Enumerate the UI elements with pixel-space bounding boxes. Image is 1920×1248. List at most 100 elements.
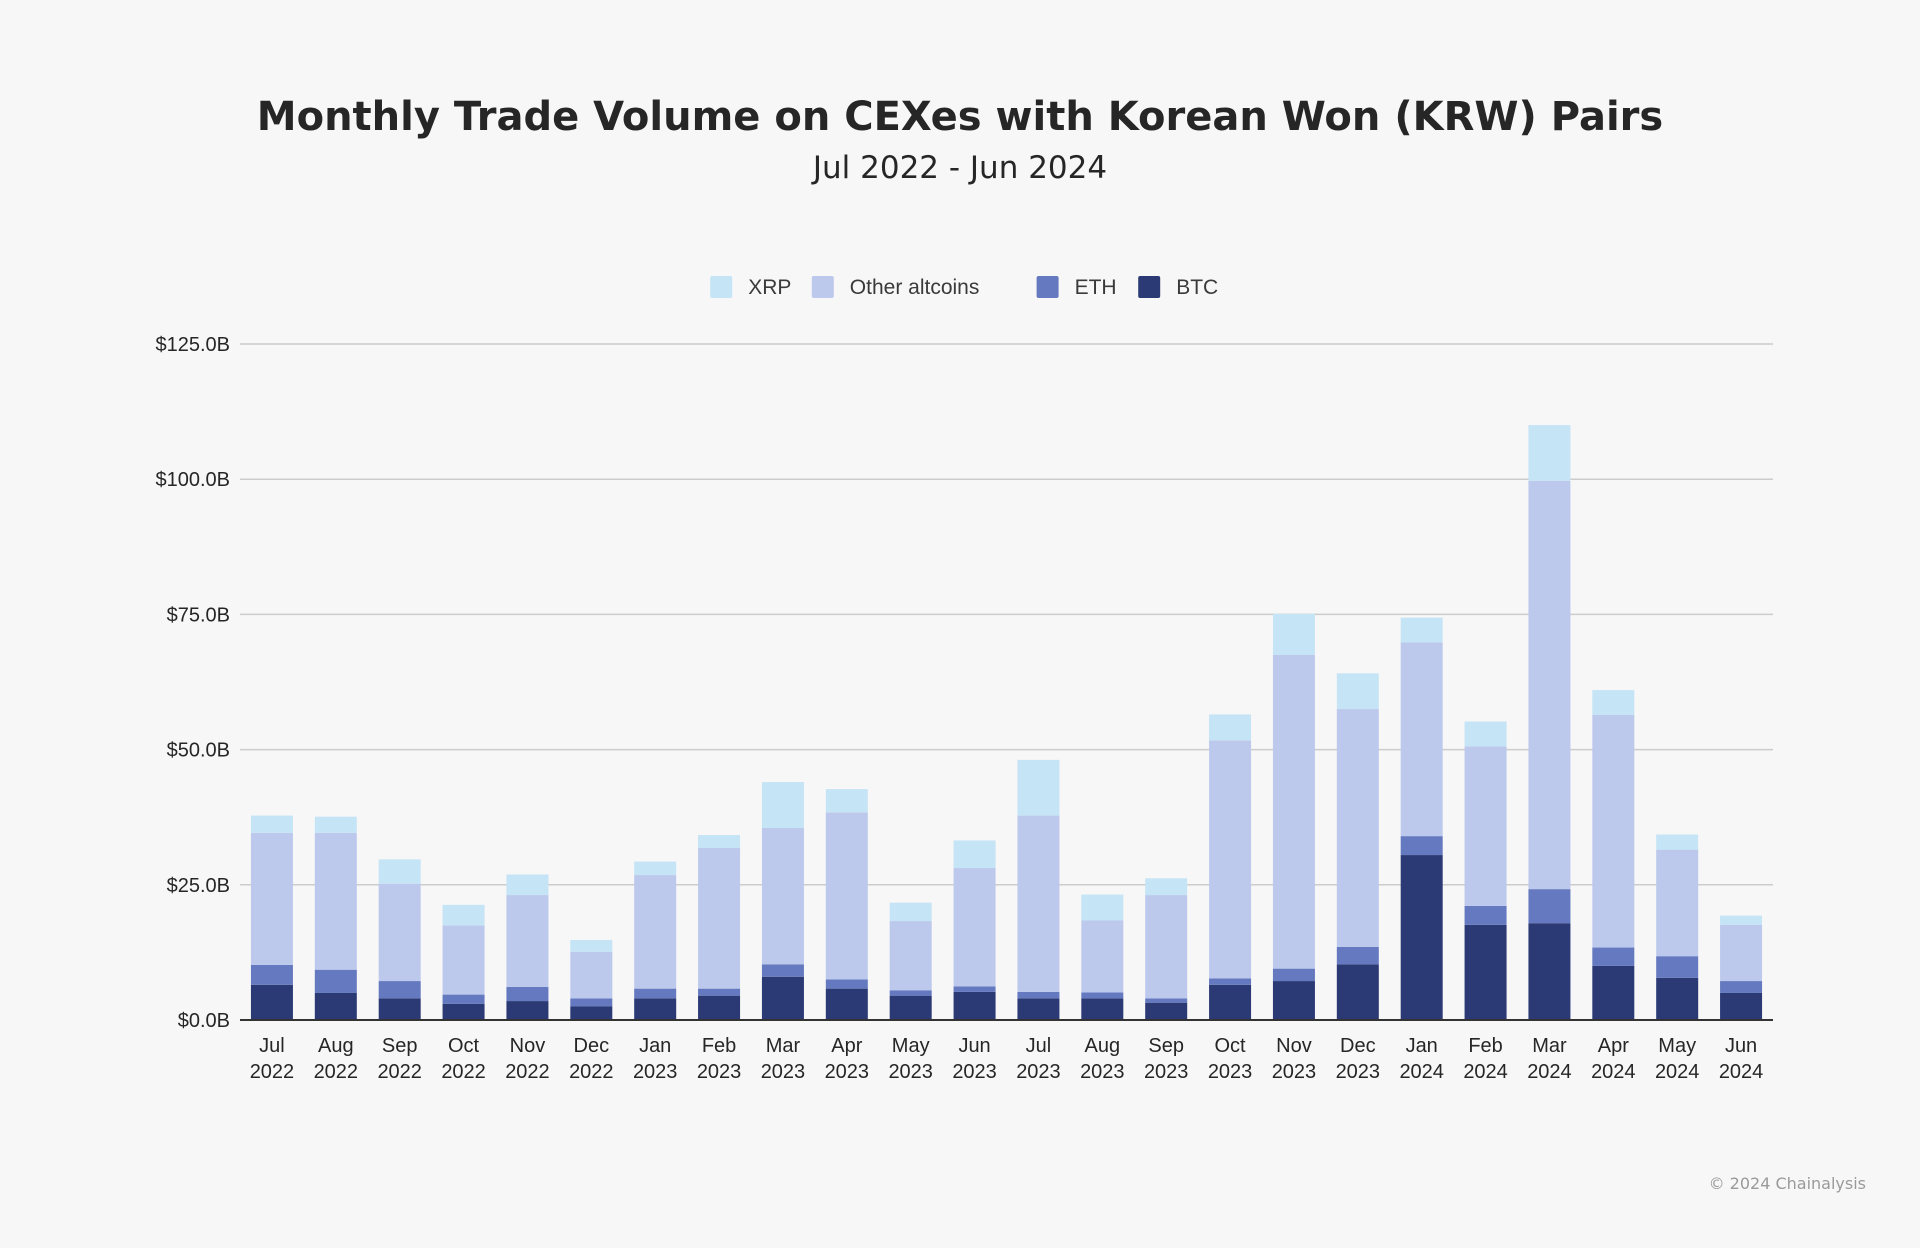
bar-segment-other-altcoins	[953, 868, 996, 987]
bar-segment-xrp	[506, 874, 549, 896]
bar-segment-btc	[378, 998, 421, 1020]
bar-segment-eth	[1592, 947, 1635, 966]
bar-stack	[1720, 915, 1763, 1020]
bar-stack	[1017, 759, 1060, 1020]
bar-segment-eth	[1336, 946, 1379, 965]
bar-segment-xrp	[378, 859, 421, 884]
bar-stack	[1336, 673, 1379, 1020]
bar-segment-xrp	[698, 835, 741, 849]
bar-stack	[761, 782, 804, 1020]
bar-segment-eth	[698, 988, 741, 996]
bar-segment-btc	[1081, 998, 1124, 1020]
x-tick-label-year: 2024	[1463, 1061, 1508, 1083]
x-tick-label-year: 2023	[888, 1061, 933, 1083]
bar-stack	[314, 816, 357, 1020]
bar-segment-btc	[250, 984, 293, 1020]
bar-segment-btc	[1528, 923, 1571, 1020]
bar-segment-btc	[889, 995, 932, 1020]
bar-stack	[698, 835, 741, 1020]
bar-segment-xrp	[761, 782, 804, 829]
y-tick-label: $0.0B	[178, 1010, 230, 1032]
legend-swatch	[710, 276, 733, 298]
chart-title: Monthly Trade Volume on CEXes with Korea…	[256, 94, 1664, 140]
bar-stack	[825, 789, 868, 1020]
bar-segment-eth	[378, 981, 421, 999]
bar-stack	[1081, 894, 1124, 1020]
y-tick-label: $100.0B	[155, 469, 230, 491]
x-tick-label-month: Apr	[1598, 1035, 1629, 1057]
bar-segment-other-altcoins	[1145, 895, 1188, 999]
bar-segment-xrp	[1528, 425, 1571, 481]
bar-segment-btc	[825, 988, 868, 1020]
x-tick-label-year: 2024	[1719, 1061, 1764, 1083]
bar-segment-xrp	[1336, 673, 1379, 710]
bar-stack	[889, 902, 932, 1020]
bar-stack	[1592, 690, 1635, 1020]
x-tick-label-month: Oct	[1215, 1035, 1247, 1057]
bar-segment-other-altcoins	[1720, 924, 1763, 982]
x-tick-label-year: 2023	[825, 1061, 870, 1083]
x-tick-label-month: Apr	[831, 1035, 862, 1057]
bar-segment-other-altcoins	[506, 895, 549, 988]
bar-segment-other-altcoins	[314, 832, 357, 970]
bar-segment-other-altcoins	[761, 828, 804, 965]
bar-segment-other-altcoins	[1656, 849, 1699, 957]
legend-label: Other altcoins	[850, 276, 980, 299]
x-tick-label-month: Jan	[1406, 1035, 1438, 1057]
bar-segment-btc	[1720, 992, 1763, 1020]
bar-stack	[1464, 721, 1507, 1020]
bar-segment-other-altcoins	[1528, 480, 1571, 890]
bar-segment-btc	[634, 998, 677, 1020]
legend-swatch	[811, 276, 834, 298]
bar-segment-xrp	[314, 816, 357, 833]
bar-segment-other-altcoins	[1592, 714, 1635, 948]
x-tick-label-year: 2022	[441, 1061, 486, 1083]
y-tick-label: $75.0B	[167, 604, 230, 626]
bar-segment-other-altcoins	[442, 925, 485, 995]
x-tick-label-month: Sep	[1148, 1035, 1184, 1057]
x-tick-label-year: 2023	[1016, 1061, 1061, 1083]
x-tick-label-month: Jul	[1026, 1035, 1052, 1057]
bar-segment-eth	[250, 964, 293, 985]
bar-stack	[250, 815, 293, 1020]
bar-segment-eth	[442, 994, 485, 1004]
bar-segment-btc	[1592, 965, 1635, 1020]
bar-segment-other-altcoins	[634, 875, 677, 989]
bar-segment-eth	[761, 964, 804, 977]
bar-segment-eth	[825, 979, 868, 989]
bar-segment-other-altcoins	[1081, 920, 1124, 993]
x-tick-label-year: 2023	[952, 1061, 997, 1083]
x-tick-label-month: Jul	[259, 1035, 285, 1057]
x-tick-label-month: May	[892, 1035, 930, 1057]
bar-segment-other-altcoins	[1272, 654, 1315, 969]
x-tick-label-year: 2023	[1272, 1061, 1317, 1083]
bar-stack	[953, 840, 996, 1020]
bar-segment-btc	[761, 976, 804, 1020]
bar-segment-xrp	[1592, 690, 1635, 715]
legend-item: XRP	[710, 276, 791, 299]
x-tick-label-year: 2023	[1336, 1061, 1381, 1083]
x-tick-label-year: 2023	[761, 1061, 806, 1083]
bar-segment-btc	[1209, 984, 1252, 1020]
bar-segment-other-altcoins	[1400, 642, 1443, 837]
copyright-footer: © 2024 Chainalysis	[1708, 1174, 1866, 1193]
bar-segment-btc	[1656, 977, 1699, 1020]
bar-segment-btc	[506, 1001, 549, 1020]
x-axis: Jul 2022 Aug 2022 Sep 2022 Oct 2022 Nov 2022 Dec 20…	[240, 1019, 1773, 1083]
x-tick-label-month: Jan	[639, 1035, 671, 1057]
x-tick-label-year: 2022	[377, 1061, 422, 1083]
bar-segment-eth	[1464, 905, 1507, 925]
bar-segment-btc	[1400, 855, 1443, 1020]
bar-segment-eth	[1209, 978, 1252, 985]
bar-segment-other-altcoins	[1209, 740, 1252, 979]
bar-segment-btc	[1017, 998, 1060, 1020]
bar-segment-eth	[1017, 991, 1060, 999]
x-tick-label-year: 2022	[569, 1061, 614, 1083]
bar-segment-eth	[953, 986, 996, 992]
y-tick-label: $25.0B	[167, 875, 230, 897]
x-tick-label-month: Mar	[1532, 1035, 1567, 1057]
bar-segment-xrp	[1272, 613, 1315, 655]
bar-segment-xrp	[1209, 714, 1252, 741]
bar-segment-eth	[1400, 836, 1443, 856]
